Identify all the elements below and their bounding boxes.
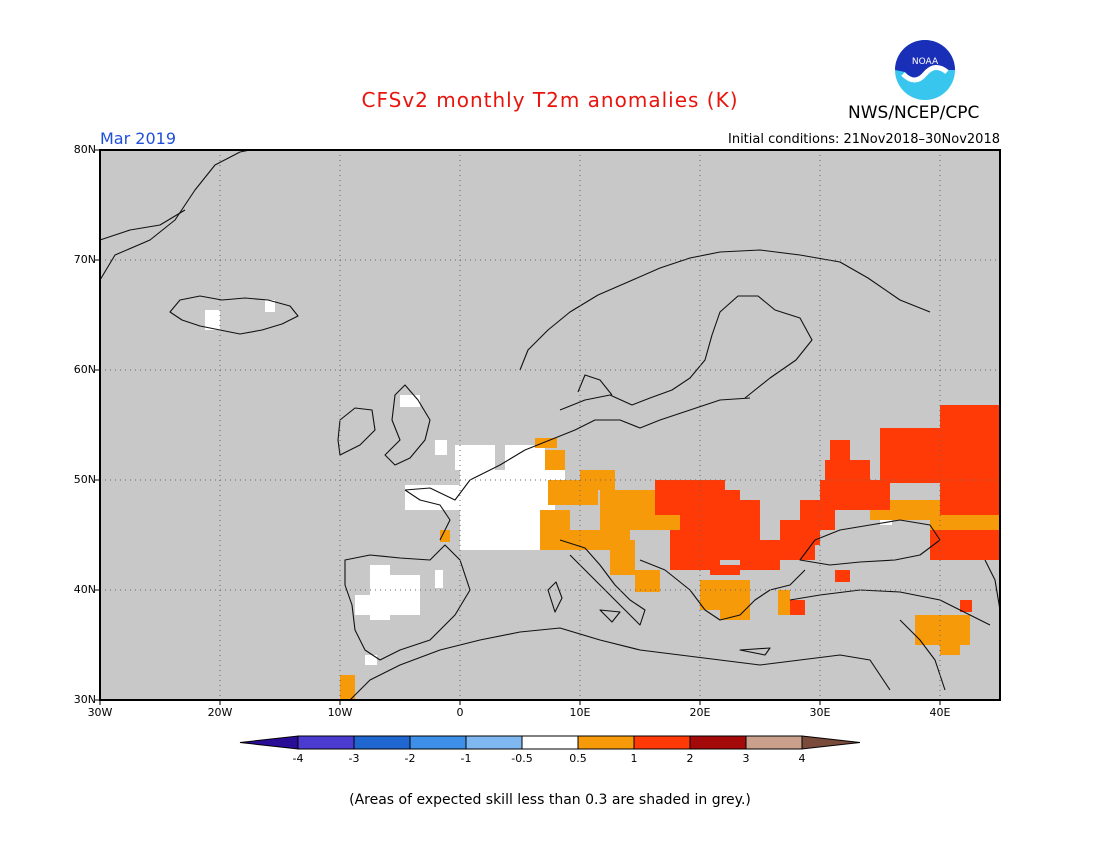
anomaly-cell — [455, 445, 495, 470]
anomaly-cell — [205, 310, 220, 330]
anomaly-cell — [540, 510, 570, 550]
lat-label: 80N — [73, 143, 96, 156]
agency-label: NWS/NCEP/CPC — [848, 103, 980, 123]
anomaly-cell — [600, 490, 655, 530]
colorbar-label: -1 — [460, 752, 472, 765]
colorbar-swatch — [353, 735, 411, 750]
noaa-logo: NOAA — [895, 40, 955, 100]
anomaly-cell — [800, 500, 835, 530]
colorbar-label: -3 — [348, 752, 360, 765]
anomaly-cell — [435, 570, 443, 588]
map-frame — [99, 149, 1001, 701]
anomaly-cell — [355, 595, 375, 615]
colorbar-label: -4 — [292, 752, 304, 765]
anomaly-cell — [940, 645, 960, 655]
colorbar-label: -0.5 — [511, 752, 533, 765]
anomaly-cell — [915, 615, 970, 645]
lon-label: 30W — [87, 706, 113, 719]
anomaly-cell — [635, 570, 660, 592]
anomaly-cell — [400, 395, 420, 407]
skill-footnote: (Areas of expected skill less than 0.3 a… — [349, 792, 751, 808]
anomaly-cell — [960, 600, 972, 612]
lon-label: 40E — [929, 706, 951, 719]
anomaly-cell — [610, 540, 635, 575]
logo-text: NOAA — [912, 57, 939, 67]
colorbar-swatch — [633, 735, 691, 750]
anomaly-cell — [778, 590, 790, 615]
colorbar-arrow-high — [801, 735, 861, 750]
colorbar-label: 2 — [686, 752, 694, 765]
anomaly-cell — [790, 600, 805, 615]
gridlines — [100, 150, 1000, 700]
lon-label: 20E — [689, 706, 711, 719]
map-background — [100, 150, 1000, 700]
anomaly-cell — [365, 655, 377, 665]
map-area — [95, 149, 1001, 705]
anomaly-cell — [880, 428, 940, 483]
lon-label: 20W — [207, 706, 233, 719]
map-title: CFSv2 monthly T2m anomalies (K) — [361, 88, 739, 112]
initial-conditions: Initial conditions: 21Nov2018–30Nov2018 — [728, 132, 1000, 147]
anomaly-cell — [710, 565, 740, 575]
colorbar-label: 1 — [630, 752, 638, 765]
anomaly-cell — [435, 440, 447, 455]
lon-label: 10W — [327, 706, 353, 719]
lat-label: 60N — [73, 363, 96, 376]
colorbar-label: 4 — [798, 752, 806, 765]
lat-label: 40N — [73, 583, 96, 596]
anomaly-cells — [205, 300, 1000, 700]
lat-label: 50N — [73, 473, 96, 486]
coastlines — [99, 149, 1001, 701]
anomaly-cell — [265, 300, 275, 312]
anomaly-cell — [720, 605, 750, 620]
anomaly-cell — [460, 470, 555, 550]
colorbar-label: 3 — [742, 752, 750, 765]
anomaly-cell — [340, 675, 355, 700]
colorbar-label: 0.5 — [569, 752, 587, 765]
anomaly-cell — [580, 470, 615, 490]
anomaly-cell — [440, 530, 450, 542]
lon-label: 30E — [809, 706, 831, 719]
anomaly-cell — [835, 570, 850, 582]
lat-label: 70N — [73, 253, 96, 266]
anomaly-cell — [535, 438, 557, 448]
colorbar-swatch — [465, 735, 523, 750]
lat-label: 30N — [73, 693, 96, 706]
anomaly-cell — [545, 450, 565, 470]
anomaly-cell — [730, 500, 760, 515]
forecast-month: Mar 2019 — [100, 129, 176, 148]
anomaly-cell — [670, 530, 720, 570]
colorbar-swatch — [745, 735, 803, 750]
anomaly-cell — [940, 405, 1000, 515]
anomaly-cell — [930, 530, 1000, 560]
colorbar-swatch — [577, 735, 635, 750]
colorbar-swatch — [521, 735, 579, 750]
lon-label: 0 — [456, 706, 464, 719]
colorbar-swatch — [297, 735, 355, 750]
colorbar-swatch — [409, 735, 467, 750]
colorbar — [239, 735, 861, 750]
colorbar-label: -2 — [404, 752, 416, 765]
lon-label: 10E — [569, 706, 591, 719]
anomaly-cell — [390, 575, 420, 615]
colorbar-swatch — [689, 735, 747, 750]
colorbar-arrow-low — [239, 735, 299, 750]
